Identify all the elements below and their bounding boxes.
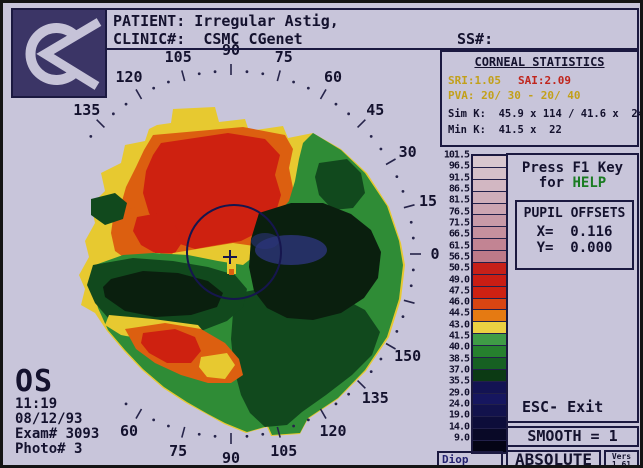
scale-segment <box>473 440 506 452</box>
scale-tick-label: 24.0 <box>448 398 470 410</box>
scale-segment <box>473 166 506 179</box>
scale-segment <box>473 250 506 262</box>
scale-segment <box>473 416 506 429</box>
exam-number: Exam# 3093 <box>15 426 100 442</box>
scale-segment <box>473 380 506 393</box>
scale-mode-button[interactable]: ABSOLUTE <box>506 450 601 465</box>
scale-segment <box>473 309 506 322</box>
help-hint-line2[interactable]: for HELP <box>538 175 607 191</box>
patient-value: Irregular Astig, <box>194 12 339 30</box>
scale-tick-label: 96.5 <box>448 160 470 172</box>
scale-tick-label: 41.5 <box>448 330 470 342</box>
pupil-offsets-title: PUPIL OFFSETS <box>523 206 626 221</box>
esc-exit-command[interactable]: ESC- Exit <box>522 398 604 416</box>
scale-tick-label: 66.5 <box>448 228 470 240</box>
patient-header: PATIENT: Irregular Astig, CLINIC#: CSMC … <box>105 8 639 50</box>
ss-label: SS#: <box>457 30 494 48</box>
pupil-circle <box>186 204 282 300</box>
eye-label: OS <box>15 364 54 399</box>
clinic-label: CLINIC#: <box>113 30 186 48</box>
scale-tick-label: 76.5 <box>448 206 470 218</box>
scale-tick-labels: 101.5 96.5 91.5 86.5 81.5 76.5 71.5 66.5 61.5 56.… <box>436 147 470 457</box>
scale-segment <box>473 261 506 274</box>
topography-map <box>79 64 421 444</box>
scale-segment <box>473 392 506 405</box>
patient-line: PATIENT: Irregular Astig, <box>113 12 339 30</box>
pupil-offset-x: X= 0.116 <box>536 224 613 240</box>
computed-anatomy-logo-icon <box>25 18 102 90</box>
scale-tick-label: 86.5 <box>448 183 470 195</box>
scale-segment <box>473 321 506 334</box>
scale-tick-label: 49.0 <box>448 274 470 286</box>
photo-number: Photo# 3 <box>15 441 83 457</box>
stats-title: CORNEAL STATISTICS <box>474 55 605 69</box>
exam-time: 11:19 <box>15 396 58 412</box>
center-cross <box>223 250 237 264</box>
corneal-statistics-panel: CORNEAL STATISTICS SRI:1.05 SAI:2.09 PVA… <box>440 50 640 147</box>
clinic-line: CLINIC#: CSMC CGenet <box>113 30 303 48</box>
scale-tick-label: 81.5 <box>448 194 470 206</box>
scale-tick-label: 38.5 <box>448 353 470 365</box>
help-key-label: HELP <box>572 175 607 191</box>
scale-segment <box>473 156 506 167</box>
pupil-offsets-panel: PUPIL OFFSETS X= 0.116 Y= 0.000 <box>515 200 634 270</box>
pva-value: PVA: 20/ 30 - 20/ 40 <box>448 89 581 102</box>
scale-segment <box>473 190 506 203</box>
scale-segment <box>473 345 506 357</box>
scale-tick-label: 19.0 <box>448 409 470 421</box>
scale-unit-label: Diop <box>437 451 503 465</box>
min-k-value: Min K: 41.5 x 22 <box>448 124 562 136</box>
scale-segment <box>473 214 506 227</box>
scale-tick-label: 40.0 <box>448 341 470 353</box>
scale-tick-label: 29.0 <box>448 387 470 399</box>
scale-segment <box>473 202 506 215</box>
scale-tick-label: 43.0 <box>448 319 470 331</box>
scale-tick-label: 35.5 <box>448 375 470 387</box>
sim-k-value: Sim K: 45.9 x 114 / 41.6 x 24 <box>448 108 643 120</box>
sai-value: SAI:2.09 <box>518 74 571 87</box>
scale-segment <box>473 178 506 191</box>
patient-label: PATIENT: <box>113 12 186 30</box>
exam-date: 08/12/93 <box>15 411 83 427</box>
scale-segment <box>473 238 506 250</box>
scale-segment <box>473 273 506 286</box>
exam-info: OS 11:19 08/12/93 Exam# 3093 Photo# 3 <box>15 367 99 457</box>
scale-segment <box>473 368 506 381</box>
scale-tick-label: 91.5 <box>448 172 470 184</box>
scale-tick-label: 46.0 <box>448 296 470 308</box>
scale-tick-label: 50.5 <box>448 262 470 274</box>
version-badge: Vers 1.61 <box>604 450 639 468</box>
side-panel: Press F1 Key for HELP PUPIL OFFSETS X= 0… <box>506 153 639 423</box>
sri-value: SRI:1.05 <box>448 74 501 87</box>
scale-tick-label: 9.0 <box>453 432 470 444</box>
clinic-value: CSMC CGenet <box>203 30 303 48</box>
scale-tick-label: 56.5 <box>448 251 470 263</box>
dial-ticks <box>89 64 421 444</box>
scale-segment <box>473 428 506 440</box>
scale-segment <box>473 404 506 417</box>
pupil-offset-y: Y= 0.000 <box>536 240 613 256</box>
version-value: 1.61 <box>611 459 632 468</box>
scale-segment <box>473 356 506 369</box>
scale-segment <box>473 297 506 310</box>
scale-segment <box>473 285 506 298</box>
scale-colorbar <box>471 154 508 454</box>
scale-tick-label: 101.5 <box>443 149 470 161</box>
app-logo <box>11 8 107 98</box>
scale-segment <box>473 226 506 239</box>
scale-tick-label: 14.0 <box>448 421 470 433</box>
help-hint-line1[interactable]: Press F1 Key <box>521 160 624 176</box>
scale-segment <box>473 333 506 345</box>
scale-tick-label: 44.5 <box>448 307 470 319</box>
scale-tick-label: 71.5 <box>448 217 470 229</box>
scale-tick-label: 37.0 <box>448 364 470 376</box>
scale-tick-label: 47.5 <box>448 285 470 297</box>
smooth-setting[interactable]: SMOOTH = 1 <box>506 426 639 447</box>
version-label: Vers <box>611 452 632 461</box>
scale-tick-label: 61.5 <box>448 240 470 252</box>
